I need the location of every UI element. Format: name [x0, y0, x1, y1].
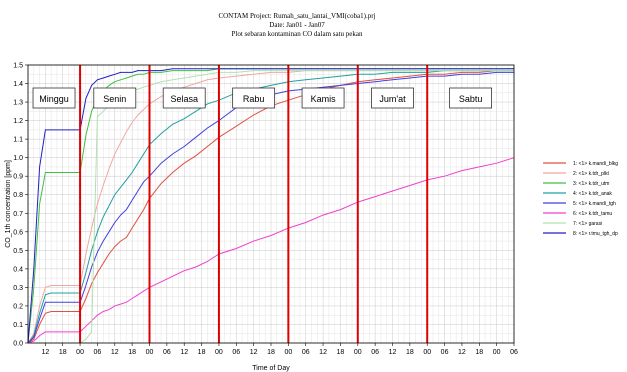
day-label-box	[93, 87, 137, 109]
y-tick-label: 0.2	[13, 303, 23, 310]
y-tick-label: 1.1	[13, 137, 23, 144]
x-tick-label: 06	[94, 349, 102, 356]
y-tick-label: 1.3	[13, 100, 23, 107]
day-boundaries	[79, 65, 429, 343]
y-tick-label: 0.6	[13, 229, 23, 236]
day-label-box	[449, 87, 493, 109]
x-axis: 12 18 00 06 12 18 00 06 12 18 00 06 12 18 00 06 12 18 00 06…	[41, 343, 518, 356]
series-line-1	[27, 70, 514, 344]
x-tick-label: 06	[510, 349, 518, 356]
y-tick-label: 1.5	[13, 63, 23, 70]
legend-entry-7: 7: <1> garasi	[573, 221, 602, 227]
legend-entry-8: 8: <1> r.tmu_tgh_dp	[573, 231, 618, 237]
day-label-2: Senin	[103, 94, 126, 104]
day-label-box	[301, 87, 345, 109]
day-label-7: Sabtu	[459, 94, 483, 104]
x-tick-label: 00	[215, 349, 223, 356]
x-tick-label: 00	[493, 349, 501, 356]
day-label-3: Selasa	[170, 94, 198, 104]
y-tick-label: 0.4	[13, 266, 23, 273]
x-tick-label: 12	[250, 349, 258, 356]
title-line-project: CONTAM Project: Rumah_satu_lantai_VMI(co…	[218, 12, 375, 20]
x-tick-label: 00	[354, 349, 362, 356]
x-tick-label: 18	[337, 349, 345, 356]
x-tick-label: 12	[41, 349, 49, 356]
x-tick-label: 12	[458, 349, 466, 356]
x-tick-label: 06	[302, 349, 310, 356]
x-tick-label: 06	[371, 349, 379, 356]
day-label-1: Minggu	[39, 94, 69, 104]
x-tick-label: 06	[163, 349, 171, 356]
series-line-8	[27, 68, 514, 344]
series-lines	[27, 68, 515, 344]
chart-title: CONTAM Project: Rumah_satu_lantai_VMI(co…	[218, 12, 375, 38]
x-tick-label: 18	[128, 349, 136, 356]
y-tick-label: 0.0	[13, 341, 23, 348]
series-line-4	[27, 70, 514, 344]
legend-entry-4: 4: <1> k.tdr_anak	[573, 191, 612, 197]
x-tick-label: 18	[406, 349, 414, 356]
legend-entry-5: 5: <1> k.mandi_tgh	[573, 201, 616, 207]
day-label-box	[162, 87, 206, 109]
y-axis: 0.0 0.1 0.2 0.3 0.4 0.5 0.6 0.7 0.8 0.9 1.0 1.1 1.2 1…	[13, 63, 28, 348]
x-tick-label: 12	[389, 349, 397, 356]
day-label-box	[32, 87, 76, 109]
y-tick-label: 0.5	[13, 248, 23, 255]
y-tick-label: 1.4	[13, 81, 23, 88]
x-axis-title: Time of Day	[252, 365, 290, 372]
series-line-6	[27, 157, 515, 344]
y-tick-label: 0.9	[13, 174, 23, 181]
x-tick-label: 18	[198, 349, 206, 356]
legend-entry-3: 3: <1> k.tdr_utm	[573, 181, 609, 187]
legend-entry-1: 1: <1> k.mandi_blkg	[573, 161, 618, 167]
day-label-box	[371, 87, 414, 109]
day-labels: Minggu Senin Selasa Rabu Kamis Jum'at Sabtu	[32, 87, 493, 109]
y-tick-label: 0.8	[13, 192, 23, 199]
day-label-5: Kamis	[311, 94, 337, 104]
y-axis-title: CO_1th concentration [ppm]	[5, 160, 12, 248]
legend-entry-6: 6: <1> k.tdr_tamu	[573, 211, 612, 217]
x-tick-label: 00	[76, 349, 84, 356]
legend-entry-2: 2: <1> k.tdr_plkt	[573, 171, 609, 177]
y-tick-label: 1.0	[13, 155, 23, 162]
day-label-6: Jum'at	[379, 94, 406, 104]
x-tick-label: 06	[441, 349, 449, 356]
series-line-5	[27, 71, 514, 344]
x-tick-label: 06	[232, 349, 240, 356]
y-tick-label: 0.3	[13, 285, 23, 292]
day-label-box	[232, 87, 276, 109]
x-tick-label: 12	[319, 349, 327, 356]
legend: 1: <1> k.mandi_blkg 2: <1> k.tdr_plkt 3: <…	[543, 161, 618, 237]
x-tick-label: 12	[180, 349, 188, 356]
x-tick-label: 00	[146, 349, 154, 356]
x-tick-label: 18	[475, 349, 483, 356]
day-label-4: Rabu	[243, 94, 265, 104]
title-line-date: Date: Jan01 - Jan07	[269, 21, 325, 29]
y-tick-label: 1.2	[13, 118, 23, 125]
x-tick-label: 12	[111, 349, 119, 356]
x-tick-label: 00	[284, 349, 292, 356]
y-tick-label: 0.1	[13, 322, 23, 329]
x-tick-label: 00	[423, 349, 431, 356]
x-tick-label: 18	[59, 349, 67, 356]
title-line-description: Plot sebaran kontaminan CO dalam satu pe…	[231, 30, 363, 38]
y-tick-label: 0.7	[13, 211, 23, 218]
x-tick-label: 18	[267, 349, 275, 356]
